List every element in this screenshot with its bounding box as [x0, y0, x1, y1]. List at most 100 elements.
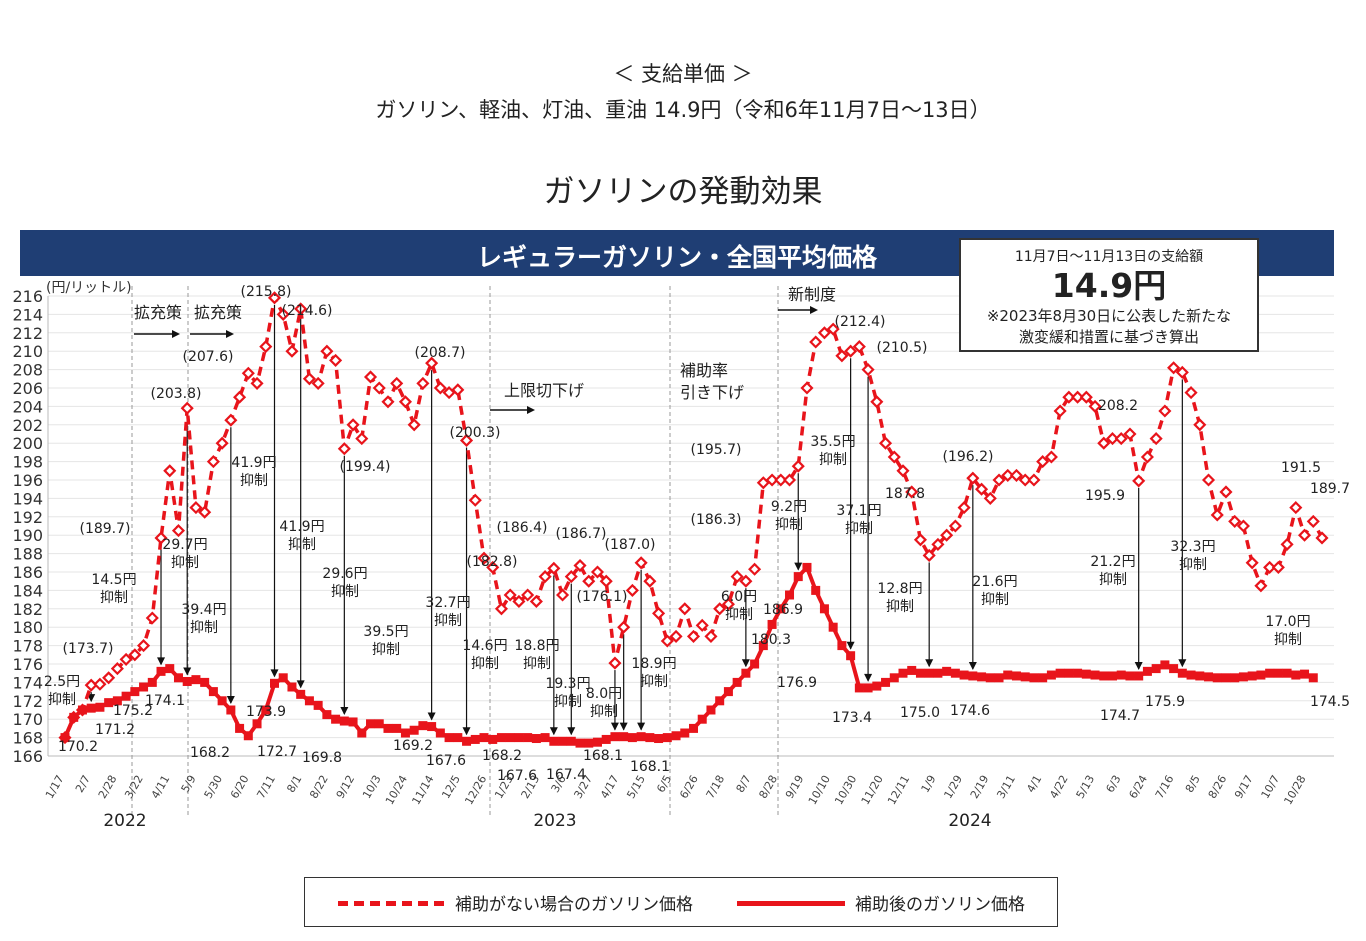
subsidy-amount-label: 29.7円 [162, 537, 207, 553]
point-without-subsidy [556, 588, 570, 602]
point-with-subsidy [741, 668, 751, 678]
point-without-subsidy [433, 381, 447, 395]
value-annotation: (208.7) [414, 345, 465, 361]
value-annotation: 174.6 [950, 703, 990, 719]
subsidy-amount-label: 35.5円 [810, 434, 855, 450]
value-annotation: (196.2) [942, 449, 993, 465]
subsidy-arrowhead [968, 661, 977, 670]
point-without-subsidy [398, 395, 412, 409]
point-with-subsidy [715, 696, 725, 706]
y-tick-label: 200 [12, 434, 43, 453]
point-with-subsidy [383, 723, 393, 733]
point-without-subsidy [940, 528, 954, 542]
point-without-subsidy [887, 450, 901, 464]
subsidy-amount-label: 37.1円 [836, 503, 881, 519]
value-annotation: (200.3) [449, 425, 500, 441]
point-without-subsidy [381, 395, 395, 409]
point-with-subsidy [514, 733, 524, 743]
subsidy-arrowhead [549, 727, 558, 736]
x-tick-label: 2/28 [96, 773, 120, 801]
value-annotation: 176.9 [777, 675, 817, 691]
point-without-subsidy [1140, 450, 1154, 464]
subsidy-arrowhead [1178, 659, 1187, 668]
legend-with-subsidy: 補助後のガソリン価格 [855, 895, 1025, 915]
point-with-subsidy [400, 728, 410, 738]
point-with-subsidy [60, 733, 70, 743]
x-tick-label: 8/26 [1206, 773, 1230, 801]
point-with-subsidy [287, 682, 297, 692]
point-with-subsidy [671, 731, 681, 741]
point-without-subsidy [774, 473, 788, 487]
point-with-subsidy [942, 666, 952, 676]
point-without-subsidy [1097, 436, 1111, 450]
year-label: 2024 [948, 811, 991, 831]
point-with-subsidy [907, 665, 917, 675]
subsidy-amount-label: 抑制 [981, 592, 1009, 608]
point-without-subsidy [259, 340, 273, 354]
point-with-subsidy [121, 691, 131, 701]
point-with-subsidy [977, 672, 987, 682]
point-with-subsidy [322, 710, 332, 720]
year-label: 2023 [533, 811, 576, 831]
y-tick-label: 178 [12, 637, 43, 656]
point-with-subsidy [1011, 671, 1021, 681]
point-without-subsidy [791, 459, 805, 473]
point-without-subsidy [163, 464, 177, 478]
point-with-subsidy [139, 682, 149, 692]
value-annotation: (195.7) [690, 442, 741, 458]
point-without-subsidy [110, 662, 124, 676]
point-without-subsidy [1306, 514, 1320, 528]
subsidy-amount-label: 抑制 [240, 473, 268, 489]
point-with-subsidy [235, 723, 245, 733]
point-without-subsidy [1036, 455, 1050, 469]
point-with-subsidy [758, 641, 768, 651]
y-tick-label: 190 [12, 526, 43, 545]
point-without-subsidy [503, 588, 517, 602]
point-with-subsidy [261, 705, 271, 715]
subsidy-amount-label: 抑制 [48, 692, 76, 708]
point-with-subsidy [1090, 670, 1100, 680]
y-tick-label: 176 [12, 655, 43, 674]
point-without-subsidy [1132, 474, 1146, 488]
x-tick-label: 6/5 [654, 773, 674, 795]
value-annotation: 168.2 [482, 748, 522, 764]
point-without-subsidy [617, 620, 631, 634]
point-without-subsidy [1167, 361, 1181, 375]
point-without-subsidy [975, 482, 989, 496]
point-without-subsidy [267, 291, 282, 305]
point-without-subsidy [1158, 404, 1172, 418]
event-label: 拡充策 [194, 303, 242, 322]
point-without-subsidy [1271, 560, 1285, 574]
point-without-subsidy [913, 533, 928, 547]
point-with-subsidy [165, 664, 175, 674]
point-with-subsidy [191, 675, 201, 685]
point-with-subsidy [558, 736, 568, 746]
point-without-subsidy [538, 570, 552, 584]
point-with-subsidy [811, 585, 821, 595]
point-with-subsidy [418, 721, 428, 731]
point-with-subsidy [1073, 668, 1083, 678]
point-with-subsidy [1300, 669, 1310, 679]
event-arrowhead [226, 330, 234, 338]
x-tick-label: 5/9 [179, 773, 199, 795]
point-with-subsidy [985, 673, 995, 683]
point-with-subsidy [697, 714, 707, 724]
x-tick-label: 10/24 [383, 773, 410, 807]
value-annotation: 169.2 [393, 738, 433, 754]
subsidy-arrowhead [794, 562, 803, 571]
x-tick-label: 6/24 [1126, 773, 1150, 801]
point-without-subsidy [1053, 404, 1067, 418]
point-with-subsidy [950, 668, 960, 678]
point-with-subsidy [706, 705, 716, 715]
x-tick-label: 2/19 [968, 773, 992, 801]
x-tick-label: 12/5 [439, 773, 463, 801]
point-without-subsidy [686, 629, 701, 643]
value-annotation: (186.3) [690, 512, 741, 528]
x-tick-label: 1/29 [941, 773, 965, 801]
point-without-subsidy [547, 561, 561, 575]
value-annotation: 186.9 [763, 602, 803, 618]
point-with-subsidy [1160, 660, 1170, 670]
point-without-subsidy [826, 322, 840, 336]
point-with-subsidy [1099, 671, 1109, 681]
point-without-subsidy [189, 501, 203, 515]
